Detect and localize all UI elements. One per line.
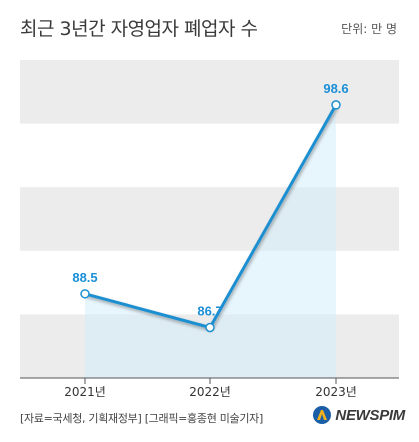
data-label: 86.7: [197, 303, 222, 318]
data-label: 88.5: [72, 270, 97, 285]
grid-band: [20, 187, 399, 251]
data-point: [80, 289, 90, 299]
unit-label: 단위: 만 명: [341, 22, 397, 36]
source-credit: [자료=국세청, 기획재정부] [그래픽=홍종현 미술기자]: [20, 412, 263, 425]
newspim-logo: NEWSPIM: [312, 405, 405, 425]
x-tick-label: 2022년: [189, 385, 231, 399]
newspim-emblem-icon: [313, 406, 332, 424]
chart-title: 최근 3년간 자영업자 폐업자 수: [20, 18, 258, 40]
data-point: [331, 100, 341, 110]
data-point: [205, 322, 215, 333]
x-tick-label: 2021년: [64, 385, 106, 399]
brand-name: NEWSPIM: [335, 406, 405, 424]
x-tick-label: 2023년: [315, 385, 357, 399]
area-fill: [85, 104, 336, 379]
data-label: 98.6: [323, 81, 348, 96]
